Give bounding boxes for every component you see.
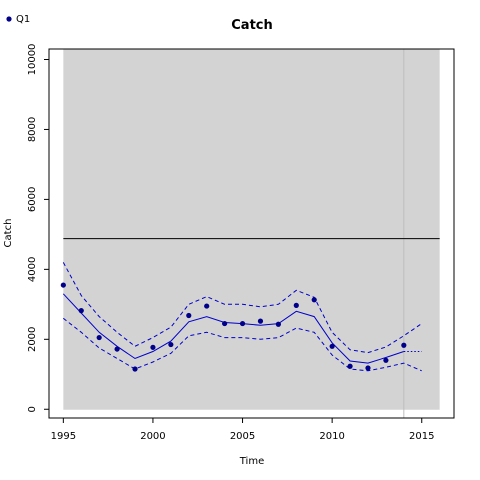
y-tick-label: 8000 <box>27 117 38 142</box>
x-tick-label: 2015 <box>409 431 434 442</box>
legend-label: Q1 <box>16 14 30 25</box>
data-point <box>150 344 156 350</box>
data-point <box>222 320 228 327</box>
data-point <box>204 303 210 309</box>
data-point <box>275 321 281 327</box>
plot-frame <box>48 48 455 419</box>
shaded-region <box>63 49 440 410</box>
data-point <box>293 302 299 308</box>
y-tick-label: 2000 <box>27 327 38 352</box>
data-point <box>401 342 407 348</box>
data-point <box>257 318 264 324</box>
data-point <box>168 341 174 348</box>
y-tick-label: 10000 <box>27 44 38 76</box>
data-point <box>239 320 246 327</box>
axes: 1995 2000 2005 2010 2015 0 2000 4000 6000 8000 100… <box>27 44 455 442</box>
data-point <box>383 357 389 363</box>
data-point <box>186 312 192 319</box>
x-tick-label: 2005 <box>230 431 255 442</box>
x-axis-title: Time <box>239 456 264 467</box>
y-tick-label: 4000 <box>27 257 38 282</box>
legend-marker <box>6 16 12 22</box>
x-tick-label: 2000 <box>140 431 165 442</box>
data-point <box>96 334 102 341</box>
y-tick-label: 0 <box>27 406 38 412</box>
data-point <box>60 282 66 288</box>
plot-area <box>60 49 440 418</box>
chart-title: Catch <box>231 18 273 33</box>
legend: Q1 <box>6 14 30 25</box>
y-tick-label: 6000 <box>27 187 38 212</box>
upper-bound-line <box>62 262 422 354</box>
fitted-line <box>62 293 404 364</box>
data-point <box>329 343 335 349</box>
data-point <box>365 365 371 371</box>
data-point <box>347 363 353 369</box>
data-point <box>114 346 120 352</box>
lower-bound-line <box>62 317 422 372</box>
x-tick-label: 2010 <box>319 431 344 442</box>
data-point <box>311 297 317 303</box>
y-axis-title: Catch <box>3 219 14 248</box>
data-point <box>78 308 84 314</box>
x-tick-label: 1995 <box>51 431 76 442</box>
data-point <box>132 366 138 372</box>
